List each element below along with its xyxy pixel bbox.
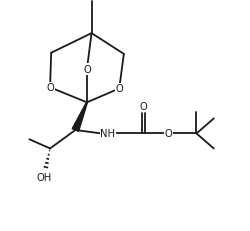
Text: O: O [83,65,91,75]
Text: O: O [46,83,54,93]
Text: O: O [165,129,173,139]
Text: O: O [115,84,123,94]
Text: OH: OH [37,173,52,182]
Polygon shape [72,103,87,132]
Text: O: O [140,102,147,112]
Text: NH: NH [100,129,115,139]
